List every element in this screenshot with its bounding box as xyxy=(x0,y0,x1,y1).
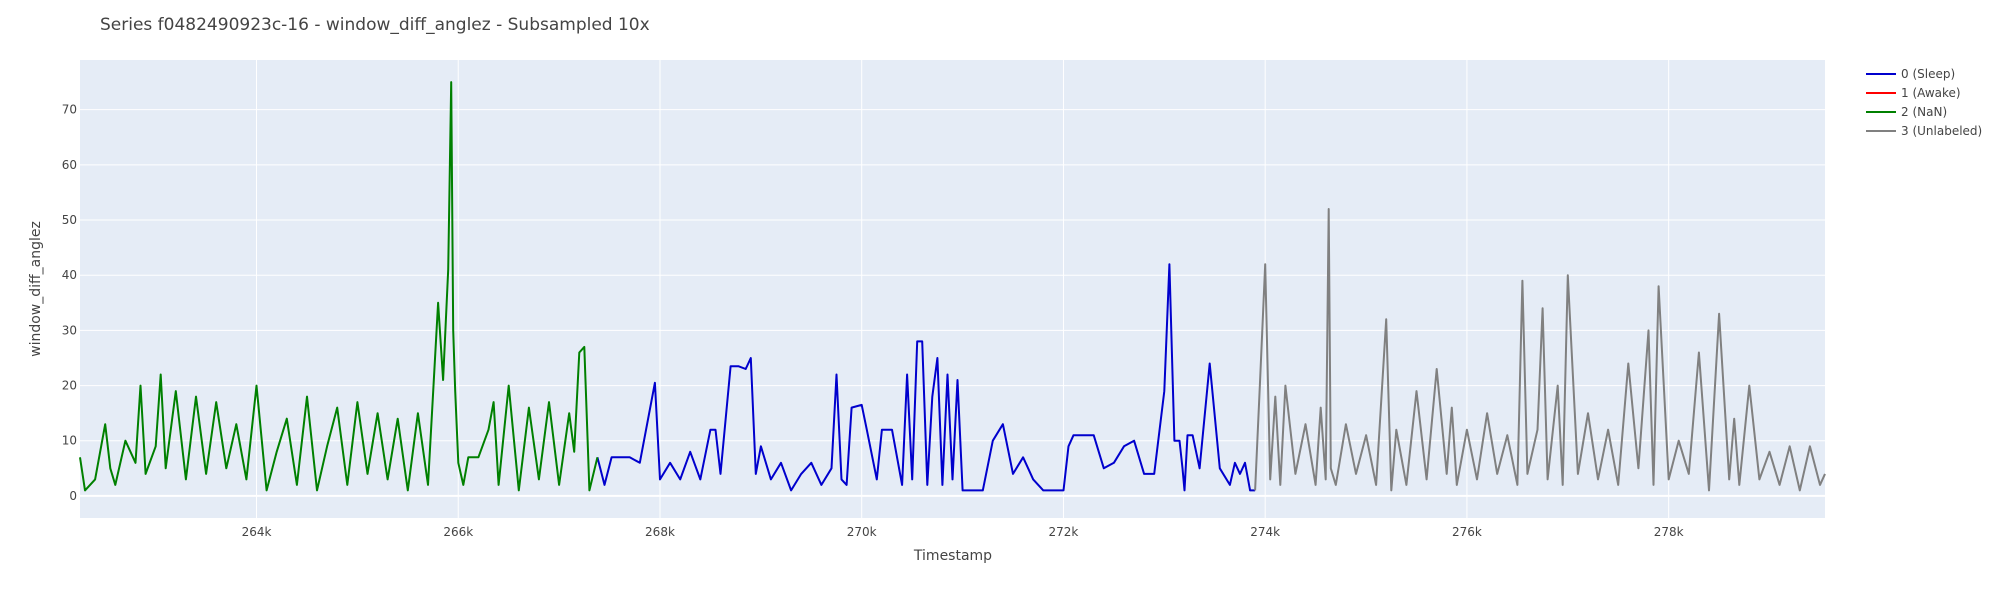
y-tick-label: 70 xyxy=(62,103,77,117)
y-tick-label: 50 xyxy=(62,213,77,227)
x-axis-title: Timestamp xyxy=(913,548,992,564)
y-tick-label: 60 xyxy=(62,158,77,172)
x-tick-label: 278k xyxy=(1654,525,1684,539)
y-tick-label: 20 xyxy=(62,379,77,393)
y-tick-label: 0 xyxy=(69,489,77,503)
legend-label: 0 (Sleep) xyxy=(1901,67,1955,81)
x-tick-label: 276k xyxy=(1452,525,1482,539)
x-tick-label: 270k xyxy=(847,525,877,539)
legend-item[interactable]: 3 (Unlabeled) xyxy=(1866,124,1982,138)
legend-label: 3 (Unlabeled) xyxy=(1901,124,1982,138)
x-tick-label: 274k xyxy=(1250,525,1280,539)
legend[interactable]: 0 (Sleep) 1 (Awake) 2 (NaN) 3 (Unlabeled) xyxy=(1866,67,1982,138)
x-tick-label: 264k xyxy=(242,525,272,539)
y-tick-label: 40 xyxy=(62,268,77,282)
x-tick-label: 268k xyxy=(645,525,675,539)
x-tick-label: 266k xyxy=(443,525,473,539)
y-tick-label: 10 xyxy=(62,434,77,448)
x-tick-labels: 264k 266k 268k 270k 272k 274k 276k 278k xyxy=(242,525,1684,539)
chart-title: Series f0482490923c-16 - window_diff_ang… xyxy=(100,15,650,35)
series-line-0 xyxy=(596,263,1256,492)
legend-item[interactable]: 0 (Sleep) xyxy=(1866,67,1955,81)
y-tick-labels: 0 10 20 30 40 50 60 70 xyxy=(62,103,77,503)
y-axis-title: window_diff_anglez xyxy=(28,221,44,357)
legend-label: 1 (Awake) xyxy=(1901,86,1961,100)
legend-item[interactable]: 2 (NaN) xyxy=(1866,105,1947,119)
series-line-3 xyxy=(1254,208,1826,492)
y-tick-label: 30 xyxy=(62,323,77,337)
series-line-2 xyxy=(79,81,599,492)
x-tick-label: 272k xyxy=(1049,525,1079,539)
legend-item[interactable]: 1 (Awake) xyxy=(1866,86,1961,100)
legend-label: 2 (NaN) xyxy=(1901,105,1947,119)
series-lines xyxy=(79,81,1826,492)
